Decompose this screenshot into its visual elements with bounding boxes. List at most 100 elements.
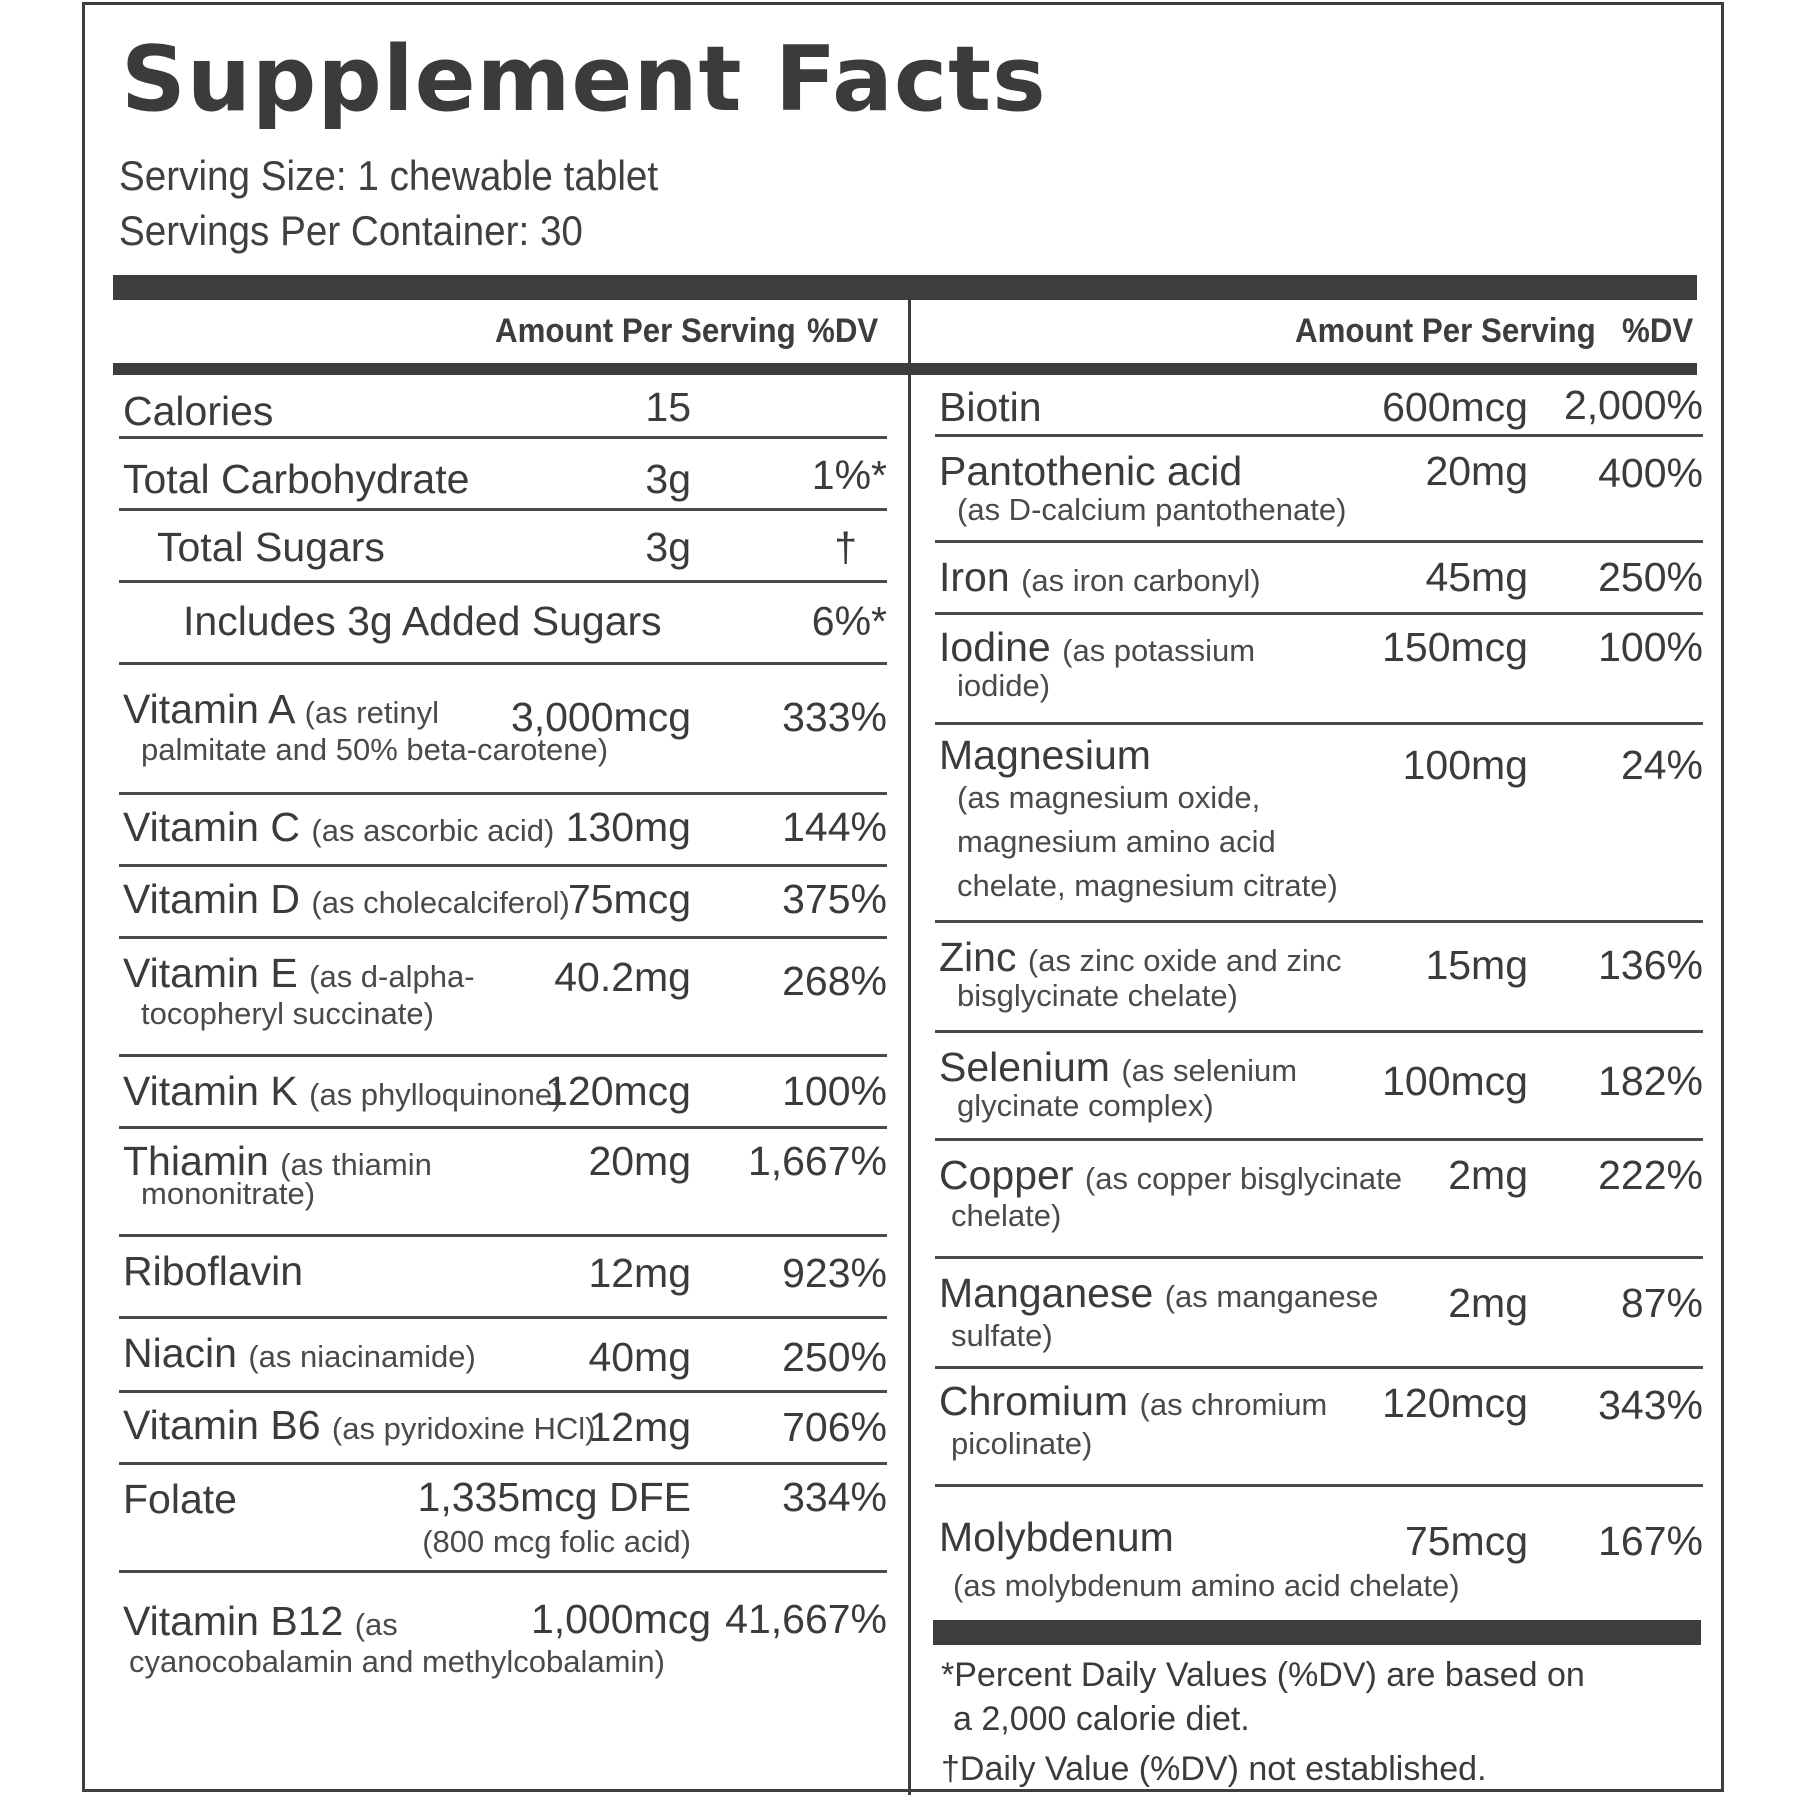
nutrient-name: Pantothenic acid xyxy=(939,448,1243,494)
nutrient-row-vitamin-b6: Vitamin B6 (as pyridoxine HCl) 12mg 706% xyxy=(119,1393,887,1465)
nutrient-amount: 15mg xyxy=(1425,942,1528,988)
nutrient-dv: 1%* xyxy=(811,452,887,498)
nutrient-row-niacin: Niacin (as niacinamide) 40mg 250% xyxy=(119,1319,887,1393)
nutrient-source: (as D-calcium pantothenate) xyxy=(957,492,1347,527)
nutrient-source: mononitrate) xyxy=(141,1176,316,1211)
nutrient-dv: 41,667% xyxy=(725,1596,887,1642)
nutrient-dv: 136% xyxy=(1598,942,1703,988)
nutrient-row-vitamin-d: Vitamin D (as cholecalciferol) 75mcg 375… xyxy=(119,867,887,939)
nutrient-source: chelate, magnesium citrate) xyxy=(957,868,1338,903)
panel-title: Supplement Facts xyxy=(121,27,1047,132)
nutrient-dv: 250% xyxy=(1598,554,1703,600)
right-amount-header: Amount Per Serving xyxy=(1295,312,1596,350)
nutrient-amount: 40mg xyxy=(588,1334,691,1380)
nutrient-source: cyanocobalamin and methylcobalamin) xyxy=(129,1644,665,1679)
nutrient-amount-note: (800 mcg folic acid) xyxy=(422,1524,691,1559)
nutrient-source: bisglycinate chelate) xyxy=(957,978,1238,1013)
nutrient-name: Magnesium xyxy=(939,732,1151,778)
nutrient-row-added-sugars: Includes 3g Added Sugars 6%* xyxy=(119,583,887,665)
nutrient-dv: 24% xyxy=(1620,742,1703,788)
nutrient-dv: 400% xyxy=(1598,450,1703,496)
nutrient-row-total-sugars: Total Sugars 3g † xyxy=(119,511,887,583)
nutrient-row-magnesium: Magnesium (as magnesium oxide, magnesium… xyxy=(935,725,1703,923)
nutrient-row-total-carbohydrate: Total Carbohydrate 3g 1%* xyxy=(119,439,887,511)
footnote-not-established: †Daily Value (%DV) not established. xyxy=(941,1750,1487,1788)
nutrient-dv: 706% xyxy=(782,1404,887,1450)
nutrient-amount: 3,000mcg xyxy=(510,694,691,740)
nutrient-row-chromium: Chromium (as chromium picolinate) 120mcg… xyxy=(935,1369,1703,1487)
nutrient-name: Includes 3g Added Sugars xyxy=(183,598,662,644)
header-divider-bar xyxy=(113,363,1697,375)
nutrient-name: Vitamin E (as d-alpha- xyxy=(123,950,475,996)
nutrient-row-vitamin-a: Vitamin A (as retinyl palmitate and 50% … xyxy=(119,665,887,795)
nutrient-amount: 130mg xyxy=(565,804,691,850)
nutrient-source: palmitate and 50% beta-carotene) xyxy=(141,732,609,767)
nutrient-name: Niacin (as niacinamide) xyxy=(123,1330,476,1376)
nutrient-row-molybdenum: Molybdenum (as molybdenum amino acid che… xyxy=(935,1487,1703,1617)
left-dv-header: %DV xyxy=(807,312,879,350)
nutrient-source: tocopheryl succinate) xyxy=(141,996,434,1031)
footnote-dv-basis: *Percent Daily Values (%DV) are based on xyxy=(941,1656,1585,1694)
nutrient-name: Manganese (as manganese xyxy=(939,1270,1379,1316)
nutrient-dv: 1,667% xyxy=(747,1138,887,1184)
nutrient-dv: 2,000% xyxy=(1563,382,1703,428)
nutrient-amount: 2mg xyxy=(1448,1152,1528,1198)
nutrient-name: Copper (as copper bisglycinate xyxy=(939,1152,1402,1198)
nutrient-name: Riboflavin xyxy=(123,1248,304,1294)
serving-size: Serving Size: 1 chewable tablet xyxy=(119,152,659,199)
nutrient-name: Folate xyxy=(123,1476,237,1522)
nutrient-name: Vitamin K (as phylloquinone) xyxy=(123,1068,563,1114)
nutrient-row-calories: Calories 15 xyxy=(119,375,887,439)
nutrient-name: Vitamin C (as ascorbic acid) xyxy=(123,804,555,850)
nutrient-name: Thiamin (as thiamin xyxy=(123,1138,432,1184)
nutrient-dv: 250% xyxy=(782,1334,887,1380)
nutrient-row-iron: Iron (as iron carbonyl) 45mg 250% xyxy=(935,543,1703,615)
servings-per-container: Servings Per Container: 30 xyxy=(119,207,583,254)
nutrient-name: Biotin xyxy=(939,384,1042,430)
nutrient-name: Chromium (as chromium xyxy=(939,1378,1328,1424)
nutrient-amount: 15 xyxy=(645,384,691,430)
nutrient-name: Calories xyxy=(123,388,274,434)
nutrient-source: picolinate) xyxy=(951,1426,1093,1461)
nutrient-name: Iodine (as potassium xyxy=(939,624,1256,670)
nutrient-row-copper: Copper (as copper bisglycinate chelate) … xyxy=(935,1141,1703,1259)
nutrient-amount: 40.2mg xyxy=(554,954,691,1000)
nutrient-name: Molybdenum xyxy=(939,1514,1174,1560)
nutrient-dv: 182% xyxy=(1598,1058,1703,1104)
nutrient-amount: 100mg xyxy=(1402,742,1528,788)
nutrient-source: (as magnesium oxide, xyxy=(957,780,1261,815)
nutrient-source: sulfate) xyxy=(951,1318,1053,1353)
nutrient-amount: 1,000mcg xyxy=(530,1596,711,1642)
nutrient-dv: 100% xyxy=(1598,624,1703,670)
footnote-divider-bar xyxy=(933,1620,1701,1645)
nutrient-source: iodide) xyxy=(957,668,1051,703)
nutrient-amount: 75mcg xyxy=(567,876,691,922)
nutrient-row-zinc: Zinc (as zinc oxide and zinc bisglycinat… xyxy=(935,923,1703,1033)
nutrient-dv: 375% xyxy=(782,876,887,922)
footnote-calorie-diet: a 2,000 calorie diet. xyxy=(953,1700,1250,1738)
nutrient-amount: 45mg xyxy=(1425,554,1528,600)
nutrient-row-iodine: Iodine (as potassium iodide) 150mcg 100% xyxy=(935,615,1703,725)
nutrient-row-thiamin: Thiamin (as thiamin mononitrate) 20mg 1,… xyxy=(119,1129,887,1237)
nutrient-source: magnesium amino acid xyxy=(957,824,1276,859)
nutrient-dv: 923% xyxy=(782,1250,887,1296)
nutrient-row-pantothenic-acid: Pantothenic acid (as D-calcium pantothen… xyxy=(935,437,1703,543)
nutrient-amount: 100mcg xyxy=(1382,1058,1528,1104)
nutrient-amount: 3g xyxy=(645,524,691,570)
nutrient-amount: 600mcg xyxy=(1382,384,1528,430)
nutrient-dv: 222% xyxy=(1598,1152,1703,1198)
nutrient-amount: 150mcg xyxy=(1382,624,1528,670)
nutrient-row-folate: Folate 1,335mcg DFE (800 mcg folic acid)… xyxy=(119,1465,887,1573)
nutrient-row-vitamin-e: Vitamin E (as d-alpha- tocopheryl succin… xyxy=(119,939,887,1057)
nutrient-dv: 334% xyxy=(782,1474,887,1520)
nutrient-row-vitamin-k: Vitamin K (as phylloquinone) 120mcg 100% xyxy=(119,1057,887,1129)
nutrient-name: Total Sugars xyxy=(157,524,385,570)
nutrient-amount: 12mg xyxy=(588,1250,691,1296)
column-divider xyxy=(908,300,911,1795)
nutrient-row-manganese: Manganese (as manganese sulfate) 2mg 87% xyxy=(935,1259,1703,1369)
nutrient-row-selenium: Selenium (as selenium glycinate complex)… xyxy=(935,1033,1703,1141)
nutrient-amount: 20mg xyxy=(588,1138,691,1184)
nutrient-amount: 20mg xyxy=(1425,448,1528,494)
nutrient-dv: 144% xyxy=(782,804,887,850)
right-dv-header: %DV xyxy=(1622,312,1694,350)
